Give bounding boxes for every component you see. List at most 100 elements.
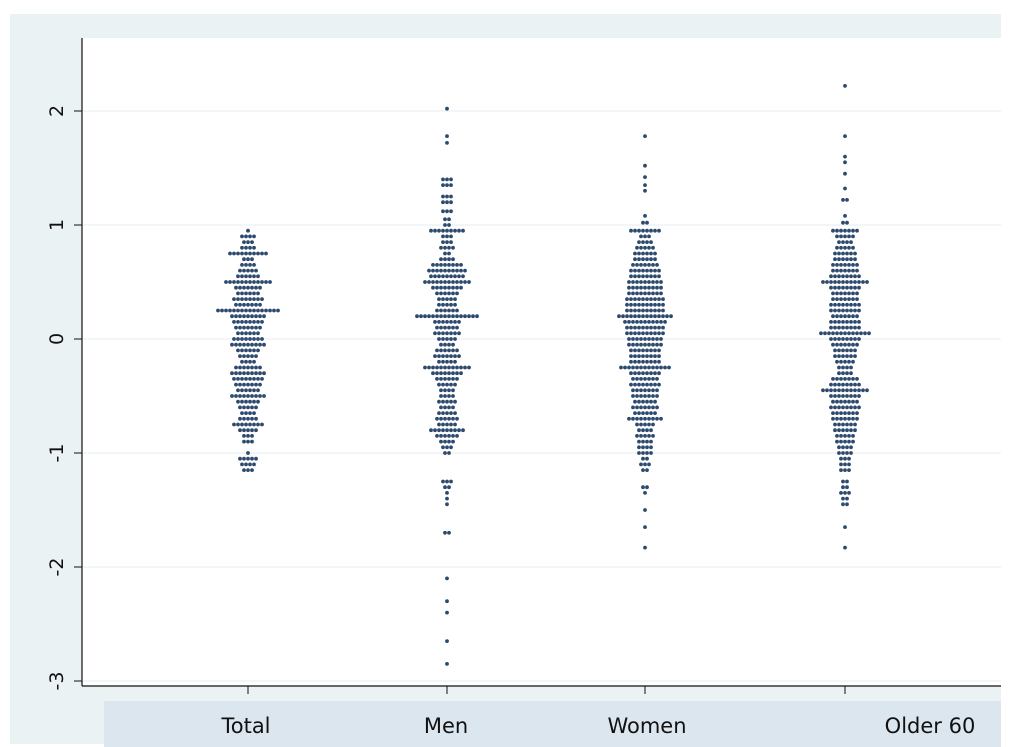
- data-point: [248, 251, 252, 256]
- data-point: [843, 377, 847, 381]
- data-point: [821, 280, 825, 284]
- data-point: [843, 491, 847, 495]
- data-point: [643, 434, 647, 438]
- data-point: [467, 314, 471, 319]
- data-point: [839, 377, 843, 381]
- data-point: [837, 325, 841, 330]
- data-point: [447, 365, 451, 370]
- data-point: [449, 320, 453, 324]
- data-point: [451, 348, 455, 353]
- data-point: [845, 308, 849, 313]
- data-point: [248, 274, 252, 279]
- data-point: [627, 342, 631, 347]
- data-point: [845, 280, 849, 284]
- data-point: [835, 377, 839, 381]
- data-point: [653, 308, 657, 313]
- data-point: [631, 394, 635, 398]
- data-point: [657, 228, 661, 233]
- data-point: [441, 479, 445, 484]
- data-point: [252, 320, 256, 324]
- data-point: [663, 320, 667, 324]
- data-point: [633, 348, 637, 353]
- data-point: [645, 399, 649, 404]
- data-point: [633, 251, 637, 256]
- data-point: [439, 348, 443, 353]
- data-point: [829, 388, 833, 393]
- data-point: [244, 399, 248, 404]
- data-point: [246, 371, 250, 376]
- data-point: [244, 297, 248, 301]
- data-point: [455, 308, 459, 313]
- data-point: [240, 251, 244, 256]
- data-point: [242, 405, 246, 410]
- data-point: [633, 399, 637, 404]
- data-point: [437, 428, 441, 433]
- data-point: [841, 251, 845, 256]
- data-point: [252, 245, 256, 250]
- data-point: [238, 354, 242, 358]
- data-point: [831, 314, 835, 319]
- data-point: [633, 331, 637, 336]
- data-point: [457, 228, 461, 233]
- data-point: [847, 468, 851, 472]
- data-point: [252, 280, 256, 284]
- data-point: [455, 348, 459, 353]
- data-point: [437, 297, 441, 301]
- data-point: [643, 508, 647, 512]
- data-point: [627, 320, 631, 324]
- data-point: [631, 280, 635, 284]
- data-point: [437, 422, 441, 427]
- data-point: [256, 377, 260, 381]
- data-point: [841, 496, 845, 501]
- data-point: [238, 428, 242, 433]
- data-point: [447, 388, 451, 393]
- data-point: [443, 223, 447, 227]
- data-point: [445, 599, 449, 604]
- data-point: [645, 371, 649, 376]
- data-point: [833, 320, 837, 324]
- data-point: [445, 177, 449, 182]
- data-point: [843, 439, 847, 444]
- data-point: [847, 268, 851, 273]
- data-point: [240, 320, 244, 324]
- data-point: [457, 428, 461, 433]
- data-point: [639, 405, 643, 410]
- data-point: [439, 342, 443, 347]
- data-point: [643, 525, 647, 529]
- data-point: [248, 245, 252, 250]
- data-point: [639, 285, 643, 290]
- data-point: [260, 320, 264, 324]
- data-point: [453, 320, 457, 324]
- data-point: [653, 325, 657, 330]
- data-point: [655, 320, 659, 324]
- data-point: [637, 302, 641, 307]
- data-point: [240, 399, 244, 404]
- data-point: [427, 365, 431, 370]
- data-point: [643, 337, 647, 341]
- data-point: [447, 485, 451, 490]
- data-point: [643, 183, 647, 188]
- data-point: [837, 320, 841, 324]
- data-point: [437, 274, 441, 279]
- data-point: [240, 297, 244, 301]
- data-point: [835, 434, 839, 438]
- data-point: [435, 263, 439, 267]
- data-point: [641, 371, 645, 376]
- data-point: [849, 285, 853, 290]
- data-point: [837, 240, 841, 245]
- data-point: [643, 163, 647, 168]
- data-point: [258, 302, 262, 307]
- data-point: [445, 496, 449, 501]
- data-point: [230, 394, 234, 398]
- data-point: [855, 377, 859, 381]
- data-point: [439, 388, 443, 393]
- data-point: [246, 325, 250, 330]
- data-point: [246, 302, 250, 307]
- data-point: [845, 445, 849, 450]
- data-point: [641, 354, 645, 358]
- data-point: [463, 280, 467, 284]
- data-point: [865, 388, 869, 393]
- data-point: [441, 183, 445, 188]
- data-point: [645, 268, 649, 273]
- data-point: [463, 268, 467, 273]
